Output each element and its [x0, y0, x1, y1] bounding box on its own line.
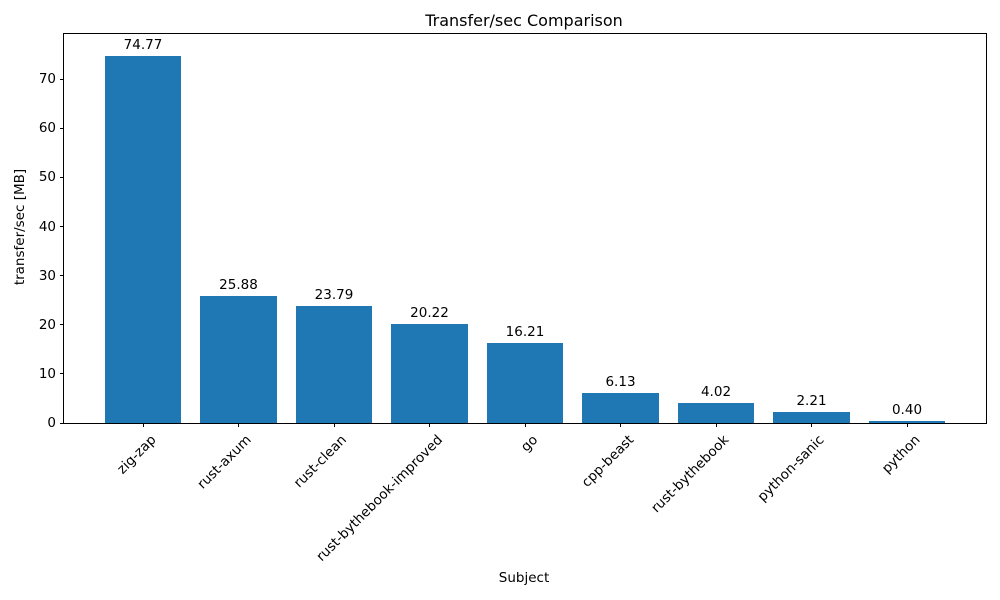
y-axis-tick-label: 0 [47, 415, 56, 431]
bar-value-label: 23.79 [314, 287, 354, 304]
y-axis-tick-label: 70 [38, 71, 56, 88]
x-axis-tick-label: cpp-beast [578, 432, 637, 491]
x-axis-tick-label: zig-zap [113, 432, 160, 478]
y-axis-tick-label: 20 [38, 316, 56, 333]
x-axis-tick [524, 423, 526, 427]
y-axis-tick [60, 275, 64, 277]
bar [677, 403, 755, 423]
bar-value-label: 20.22 [410, 304, 449, 321]
x-axis-tick [333, 423, 335, 427]
plot-area: 74.77 zig-zap 25.88 rust-axum 23.79 rust-clea… [39, 33, 987, 565]
bar-value-label: 16.21 [505, 324, 545, 341]
y-axis-tick-label: 50 [38, 169, 56, 186]
bar-value-label: 6.13 [605, 373, 636, 390]
bar [868, 421, 946, 423]
y-axis-tick [60, 324, 64, 326]
x-axis-tick [238, 423, 239, 427]
x-axis-tick [142, 423, 144, 427]
bar-value-label: 0.40 [891, 402, 923, 419]
y-axis-tick [60, 422, 64, 424]
y-axis-tick [60, 373, 64, 375]
y-axis-title: transfer/sec [MB] [12, 168, 28, 286]
x-axis-tick-label: rust-clean [291, 432, 351, 492]
bar [295, 306, 373, 423]
bar-value-label: 74.77 [123, 36, 163, 53]
x-axis-tick [906, 423, 908, 427]
x-axis-tick-label: rust-axum [194, 432, 255, 493]
chart-title: Transfer/sec Comparison [425, 11, 623, 30]
bar [104, 55, 182, 423]
y-axis-tick-label: 30 [38, 267, 56, 284]
bar [391, 323, 468, 423]
y-axis-tick-label: 10 [38, 365, 56, 382]
x-axis-tick [811, 423, 812, 427]
y-axis-tick [60, 226, 64, 228]
x-axis-tick-label: python [878, 432, 924, 477]
bar-value-label: 4.02 [700, 384, 732, 401]
x-axis-tick-label: go [518, 432, 542, 456]
x-axis-tick [429, 423, 430, 427]
x-axis-title: Subject [498, 570, 550, 586]
x-axis-tick [715, 423, 717, 427]
y-axis-tick [60, 78, 64, 80]
y-axis-tick [60, 127, 64, 129]
y-axis-tick [60, 176, 64, 178]
y-axis-tick-label: 40 [38, 218, 56, 235]
y-axis-tick-label: 60 [38, 120, 56, 137]
bar [582, 392, 659, 423]
bar-value-label: 2.21 [796, 393, 827, 410]
bar [486, 343, 564, 423]
x-axis-tick-label: python-sanic [754, 432, 828, 505]
bar [200, 295, 277, 423]
x-axis-tick [620, 423, 621, 427]
bar-value-label: 25.88 [219, 276, 258, 293]
x-axis-tick-label: rust-bythebook [648, 432, 733, 517]
bar [773, 412, 850, 423]
